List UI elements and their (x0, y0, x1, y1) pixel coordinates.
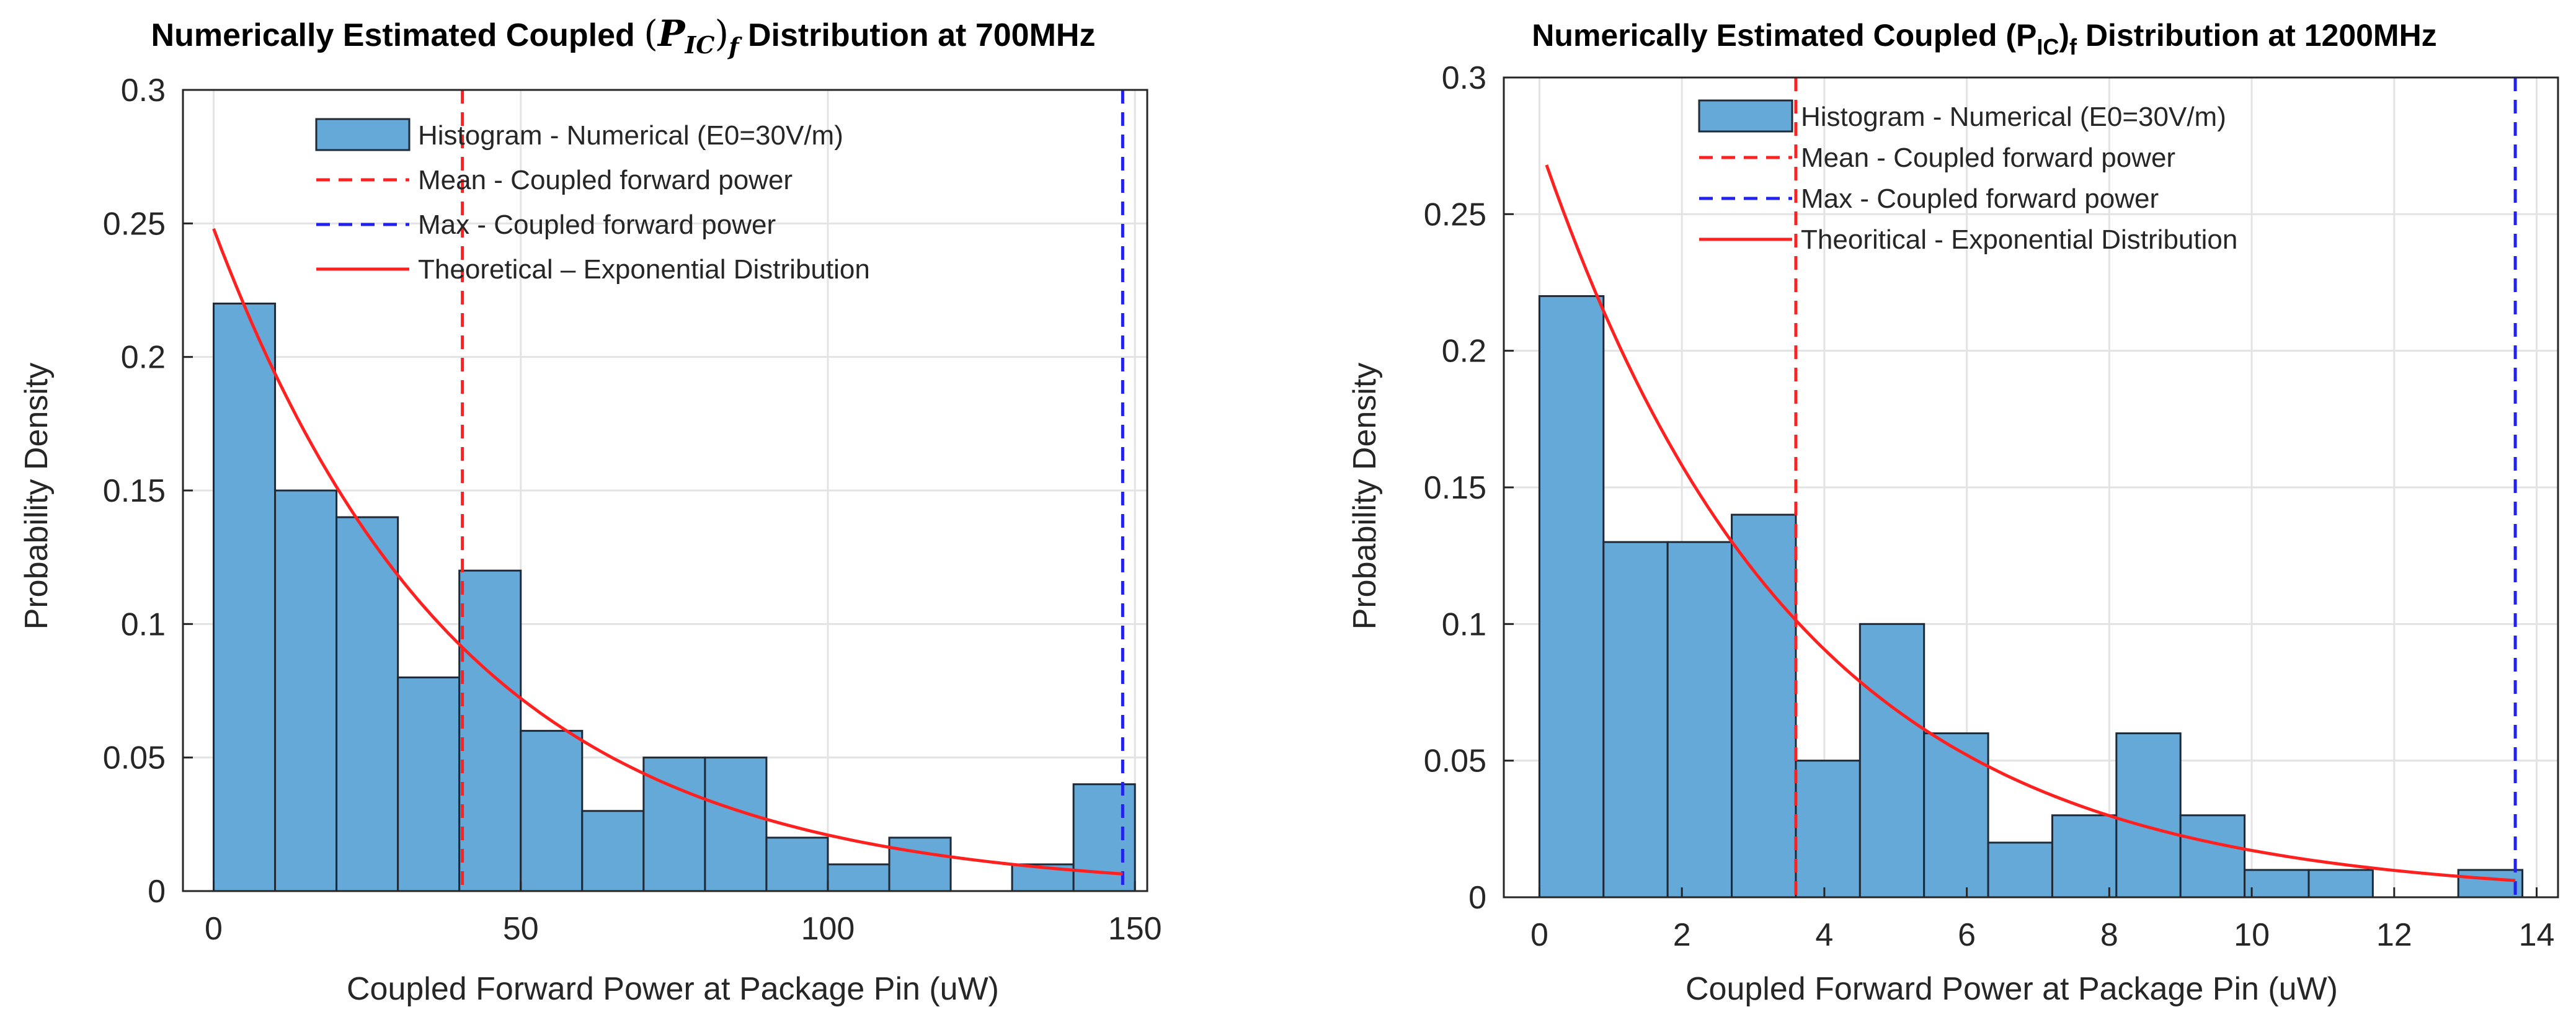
theoretical-curve (212, 228, 1123, 876)
histogram-bar (1731, 513, 1797, 899)
y-tick-label: 0 (1468, 880, 1486, 916)
y-tick-label: 0.3 (1442, 60, 1486, 96)
legend-label: Mean - Coupled forward power (418, 165, 793, 195)
y-axis-label: Probability Density (1347, 363, 1383, 630)
histogram-bar (827, 863, 890, 892)
histogram-bar (520, 730, 584, 892)
histogram-bar (458, 569, 522, 892)
y-tick-label: 0.05 (1424, 743, 1486, 779)
legend-label: Histogram - Numerical (E0=30V/m) (418, 120, 843, 151)
title-prefix: Numerically Estimated Coupled (151, 17, 644, 53)
reference-lines (1545, 78, 2517, 897)
y-tick-label: 0.2 (121, 340, 166, 376)
legend: Histogram - Numerical (E0=30V/m) Mean - C… (1698, 99, 2237, 255)
x-tick-label: 50 (503, 911, 539, 947)
histogram-bars (213, 303, 1136, 892)
x-tick-label: 14 (2519, 917, 2555, 953)
legend-label: Theoretical – Exponential Distribution (418, 254, 870, 285)
histogram-bar (274, 489, 338, 892)
x-axis-label: Coupled Forward Power at Package Pin (uW… (347, 971, 999, 1007)
histogram-bar (1859, 623, 1925, 899)
histogram-bar (888, 836, 952, 892)
histogram-bar (397, 676, 461, 892)
theoretical-curve (1545, 164, 2516, 882)
y-tick-label: 0 (148, 874, 166, 910)
histogram-bar (2179, 814, 2246, 899)
title-suffix: Distribution at 1200MHz (2077, 18, 2437, 53)
chart-title: Numerically Estimated Coupled (PIC)f Dis… (151, 12, 1096, 60)
title-suffix: Distribution at 700MHz (739, 17, 1096, 53)
histogram-bar (335, 516, 399, 892)
y-ticks: 0 0.05 0.1 0.15 0.2 0.25 0.3 (1424, 60, 1514, 916)
histogram-bar (581, 810, 645, 892)
y-tick-label: 0.15 (103, 473, 166, 509)
histogram-bar (213, 303, 277, 892)
reference-lines (212, 90, 1124, 891)
legend-swatch-histogram (1698, 99, 1793, 133)
y-tick-label: 0.1 (121, 606, 166, 642)
y-tick-label: 0.25 (1424, 197, 1486, 233)
y-axis-label: Probability Density (19, 363, 55, 630)
y-ticks: 0 0.05 0.1 0.15 0.2 0.25 0.3 (103, 73, 193, 910)
title-symbol: P (657, 12, 686, 55)
histogram-bar (2115, 732, 2182, 899)
x-ticks: 0 50 100 150 (205, 881, 1162, 947)
x-tick-label: 4 (1815, 917, 1833, 953)
histogram-bar (1987, 841, 2053, 899)
y-tick-label: 0.1 (1442, 606, 1486, 642)
histogram-bar (765, 836, 829, 892)
histogram-bar (1602, 541, 1669, 899)
x-tick-label: 0 (1530, 917, 1548, 953)
legend-label: Theoritical - Exponential Distribution (1801, 224, 2237, 255)
chart-700mhz: Numerically Estimated Coupled (PIC)f Dis… (19, 12, 1162, 1007)
y-tick-label: 0.05 (103, 740, 166, 776)
x-tick-label: 150 (1108, 911, 1162, 947)
histogram-bar (704, 757, 768, 892)
histogram-bar (1666, 541, 1733, 899)
x-tick-label: 2 (1673, 917, 1691, 953)
histogram-bar (1795, 760, 1861, 899)
legend: Histogram - Numerical (E0=30V/m) Mean - C… (315, 118, 870, 285)
y-tick-label: 0.2 (1442, 334, 1486, 370)
chart-1200mhz: Numerically Estimated Coupled (PIC)f Dis… (1347, 18, 2559, 1007)
histogram-bar (2307, 869, 2374, 899)
x-tick-label: 100 (801, 911, 855, 947)
legend-label: Max - Coupled forward power (418, 210, 776, 240)
title-subscript: IC (684, 31, 714, 59)
title-prefix: Numerically Estimated Coupled (P (1532, 18, 2036, 53)
x-tick-label: 10 (2234, 917, 2270, 953)
histogram-bar (1923, 732, 1989, 899)
y-tick-label: 0.15 (1424, 470, 1486, 506)
legend-label: Histogram - Numerical (E0=30V/m) (1801, 102, 2226, 132)
histogram-bar (1538, 295, 1605, 899)
y-tick-label: 0.25 (103, 206, 166, 242)
legend-swatch-histogram (315, 118, 411, 151)
legend-label: Max - Coupled forward power (1801, 184, 2159, 214)
histogram-bar (2457, 869, 2524, 899)
chart-title: Numerically Estimated Coupled (PIC)f Dis… (1532, 18, 2436, 60)
histogram-bar (1072, 783, 1136, 892)
x-tick-label: 12 (2376, 917, 2412, 953)
x-axis-label: Coupled Forward Power at Package Pin (uW… (1686, 971, 2338, 1007)
x-tick-label: 8 (2100, 917, 2118, 953)
x-tick-label: 6 (1958, 917, 1976, 953)
title-outer-subscript: f (2069, 34, 2077, 60)
title-middle: ) (2059, 18, 2069, 53)
title-subscript: IC (2036, 34, 2059, 60)
histogram-bar (2051, 814, 2118, 899)
legend-label: Mean - Coupled forward power (1801, 143, 2175, 173)
x-ticks: 0 2 4 6 8 10 12 14 (1530, 887, 2554, 953)
histogram-bars (1538, 295, 2524, 899)
x-tick-label: 0 (205, 911, 223, 947)
histogram-bar (2244, 869, 2310, 899)
y-tick-label: 0.3 (121, 73, 166, 109)
